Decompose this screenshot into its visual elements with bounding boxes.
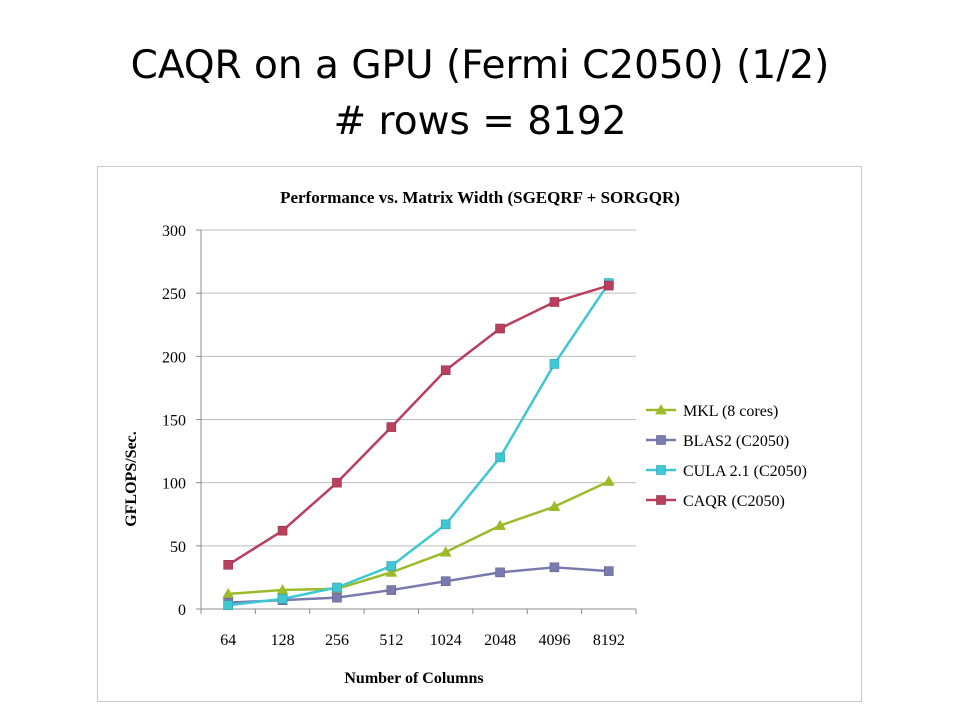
slide-title: CAQR on a GPU (Fermi C2050) (1/2) # rows… bbox=[0, 38, 960, 150]
x-tick-label: 8192 bbox=[593, 632, 625, 649]
data-point bbox=[494, 519, 506, 530]
legend-swatch-marker bbox=[656, 465, 666, 475]
legend: MKL (8 cores) BLAS2 (C2050) CULA 2.1 (C205… bbox=[646, 403, 807, 510]
axes: 0 50 100 150 200 250 300 64 128 256 512 1024 2048 409… bbox=[162, 223, 637, 649]
data-point bbox=[332, 477, 342, 488]
x-axis-label: Number of Columns bbox=[344, 670, 483, 687]
data-point bbox=[549, 297, 560, 307]
data-point bbox=[495, 567, 505, 578]
x-tick-label: 1024 bbox=[430, 632, 462, 649]
data-point bbox=[604, 566, 614, 576]
data-point bbox=[549, 562, 560, 573]
series-line bbox=[228, 282, 610, 607]
chart-frame: Performance vs. Matrix Width (SGEQRF + S… bbox=[97, 166, 862, 702]
slide-title-line1: CAQR on a GPU (Fermi C2050) (1/2) bbox=[130, 43, 830, 88]
x-tick-label: 64 bbox=[220, 632, 236, 649]
data-point bbox=[385, 566, 398, 577]
y-tick-label: 50 bbox=[170, 539, 186, 556]
data-point bbox=[386, 422, 397, 432]
data-point bbox=[440, 365, 451, 376]
data-point bbox=[495, 452, 505, 463]
x-tick-label: 256 bbox=[325, 632, 349, 649]
data-point bbox=[440, 519, 451, 530]
legend-swatch-marker bbox=[656, 495, 666, 505]
data-point bbox=[223, 559, 233, 570]
x-tick-label: 2048 bbox=[484, 632, 516, 649]
data-point bbox=[386, 585, 397, 595]
data-point bbox=[604, 280, 614, 291]
data-point bbox=[548, 500, 561, 512]
y-tick-label: 150 bbox=[162, 413, 186, 430]
data-point bbox=[277, 525, 288, 536]
data-point bbox=[332, 592, 342, 603]
series-line bbox=[228, 480, 610, 596]
data-point bbox=[439, 546, 452, 557]
y-tick-label: 0 bbox=[178, 602, 186, 619]
series-0 bbox=[222, 475, 615, 599]
data-point bbox=[440, 576, 451, 587]
data-point bbox=[223, 600, 233, 611]
x-tick-label: 512 bbox=[379, 632, 403, 649]
y-axis-label: GFLOPS/Sec. bbox=[123, 431, 140, 527]
y-tick-label: 100 bbox=[162, 476, 186, 493]
legend-label: BLAS2 (C2050) bbox=[683, 433, 789, 450]
x-tick-label: 4096 bbox=[538, 632, 570, 649]
chart-title: Performance vs. Matrix Width (SGEQRF + S… bbox=[280, 188, 680, 207]
y-tick-label: 250 bbox=[162, 286, 186, 303]
legend-label: CULA 2.1 (C2050) bbox=[683, 463, 807, 480]
series-lines bbox=[222, 278, 615, 611]
legend-entry: BLAS2 (C2050) bbox=[646, 433, 789, 450]
data-point bbox=[332, 582, 342, 593]
series-3 bbox=[223, 280, 614, 570]
legend-swatch-marker bbox=[655, 403, 667, 415]
legend-swatch-marker bbox=[656, 435, 666, 445]
line-chart: Performance vs. Matrix Width (SGEQRF + S… bbox=[123, 188, 807, 687]
legend-entry: CULA 2.1 (C2050) bbox=[646, 463, 807, 480]
gridlines bbox=[201, 229, 636, 547]
data-point bbox=[386, 561, 397, 571]
legend-label: CAQR (C2050) bbox=[683, 493, 785, 510]
data-point bbox=[549, 359, 560, 369]
y-tick-label: 300 bbox=[162, 223, 186, 240]
data-point bbox=[495, 323, 505, 334]
slide-title-line2: # rows = 8192 bbox=[333, 99, 627, 144]
x-tick-label: 128 bbox=[271, 632, 295, 649]
series-2 bbox=[223, 278, 614, 611]
legend-entry: MKL (8 cores) bbox=[646, 403, 778, 420]
y-tick-label: 200 bbox=[162, 349, 186, 366]
series-line bbox=[227, 284, 610, 566]
legend-entry: CAQR (C2050) bbox=[646, 493, 785, 510]
legend-label: MKL (8 cores) bbox=[683, 403, 778, 420]
series-line bbox=[228, 566, 609, 604]
data-point bbox=[602, 475, 615, 486]
data-point bbox=[277, 594, 288, 604]
